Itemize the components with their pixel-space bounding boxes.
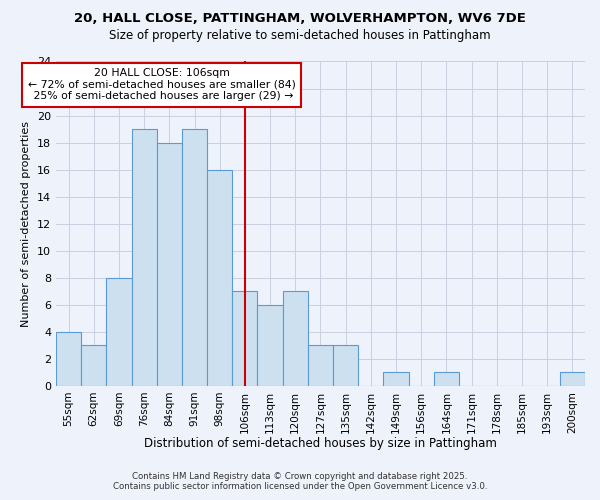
- Bar: [434, 372, 459, 386]
- Bar: [207, 170, 232, 386]
- Bar: [308, 346, 333, 386]
- Bar: [131, 129, 157, 386]
- X-axis label: Distribution of semi-detached houses by size in Pattingham: Distribution of semi-detached houses by …: [144, 437, 497, 450]
- Bar: [257, 305, 283, 386]
- Y-axis label: Number of semi-detached properties: Number of semi-detached properties: [21, 120, 31, 326]
- Text: Contains HM Land Registry data © Crown copyright and database right 2025.
Contai: Contains HM Land Registry data © Crown c…: [113, 472, 487, 491]
- Bar: [106, 278, 131, 386]
- Bar: [333, 346, 358, 386]
- Bar: [232, 291, 257, 386]
- Text: Size of property relative to semi-detached houses in Pattingham: Size of property relative to semi-detach…: [109, 28, 491, 42]
- Bar: [283, 291, 308, 386]
- Text: 20 HALL CLOSE: 106sqm
← 72% of semi-detached houses are smaller (84)
 25% of sem: 20 HALL CLOSE: 106sqm ← 72% of semi-deta…: [28, 68, 296, 102]
- Bar: [81, 346, 106, 386]
- Bar: [56, 332, 81, 386]
- Text: 20, HALL CLOSE, PATTINGHAM, WOLVERHAMPTON, WV6 7DE: 20, HALL CLOSE, PATTINGHAM, WOLVERHAMPTO…: [74, 12, 526, 26]
- Bar: [182, 129, 207, 386]
- Bar: [560, 372, 585, 386]
- Bar: [383, 372, 409, 386]
- Bar: [157, 142, 182, 386]
